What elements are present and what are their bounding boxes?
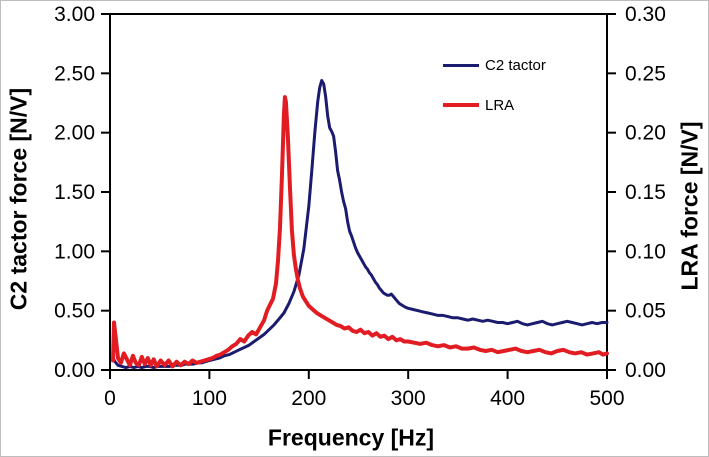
x-tick-label: 500 (589, 387, 624, 410)
c2-tactor-line (111, 79, 609, 370)
y-right-axis-title: LRA force [N/V] (676, 121, 703, 291)
c2-tactor-legend-swatch (443, 63, 479, 67)
y-left-tick-label: 2.50 (54, 62, 95, 85)
y-right-tick-label: 0.10 (625, 240, 666, 263)
y-left-axis-title: C2 tactor force [N/V] (5, 87, 32, 311)
lra-legend-swatch (443, 103, 479, 107)
x-tick-label: 200 (291, 387, 326, 410)
y-left-tick-label: 3.00 (54, 3, 95, 26)
x-tick-label: 400 (490, 387, 525, 410)
lra-legend-label: LRA (485, 96, 515, 114)
y-right-tick-label: 0.05 (625, 300, 666, 323)
y-left-tick-label: 1.50 (54, 181, 95, 204)
y-right-tick-label: 0.30 (625, 3, 666, 26)
y-left-tick-label: 1.00 (54, 240, 95, 263)
x-tick-label: 100 (192, 387, 227, 410)
y-right-tick-label: 0.15 (625, 181, 666, 204)
y-left-tick-label: 0.50 (54, 300, 95, 323)
x-tick-label: 0 (104, 387, 116, 410)
y-right-tick-label: 0.00 (625, 359, 666, 382)
y-left-tick-label: 2.00 (54, 122, 95, 145)
y-right-tick-label: 0.25 (625, 62, 666, 85)
legend-item-lra: LRA (443, 96, 514, 114)
lra-line (111, 95, 609, 369)
x-tick-label: 300 (391, 387, 426, 410)
legend-item-c2-tactor: C2 tactor (443, 56, 546, 74)
y-right-tick-label: 0.20 (625, 122, 666, 145)
x-axis-title: Frequency [Hz] (267, 424, 435, 451)
y-left-tick-label: 0.00 (54, 359, 95, 382)
c2-tactor-legend-label: C2 tactor (485, 56, 546, 74)
